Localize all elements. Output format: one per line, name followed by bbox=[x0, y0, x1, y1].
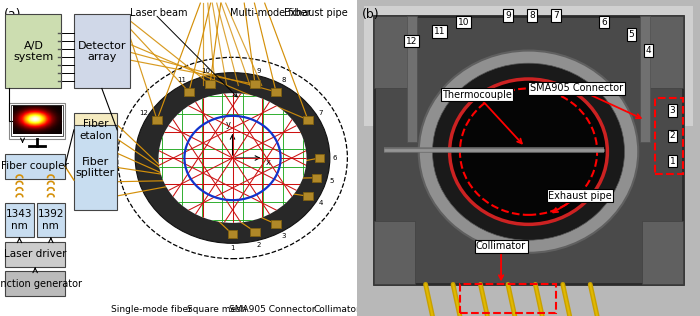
Text: 8: 8 bbox=[281, 77, 286, 83]
Text: Detector
array: Detector array bbox=[78, 40, 126, 62]
Bar bbox=[642, 16, 683, 88]
Circle shape bbox=[433, 63, 624, 240]
Bar bbox=[315, 154, 324, 162]
Bar bbox=[74, 14, 130, 88]
Text: 2: 2 bbox=[257, 241, 261, 247]
Text: 6: 6 bbox=[601, 18, 607, 27]
Text: Collimator: Collimator bbox=[476, 241, 526, 252]
Text: Thermocouple: Thermocouple bbox=[442, 90, 512, 100]
Bar bbox=[642, 221, 683, 284]
Text: 4: 4 bbox=[318, 200, 323, 206]
Text: Fiber
etalon: Fiber etalon bbox=[79, 119, 112, 141]
Text: 2: 2 bbox=[670, 131, 676, 140]
Bar bbox=[303, 192, 313, 200]
Circle shape bbox=[135, 73, 330, 243]
Bar bbox=[184, 88, 194, 96]
Text: Single-mode fiber: Single-mode fiber bbox=[111, 306, 192, 314]
Bar bbox=[251, 80, 260, 88]
Bar bbox=[374, 221, 415, 284]
Text: 3: 3 bbox=[281, 233, 286, 239]
Bar bbox=[251, 228, 260, 236]
Text: 1: 1 bbox=[230, 245, 235, 251]
Text: Laser beam: Laser beam bbox=[130, 8, 188, 18]
Text: 8: 8 bbox=[529, 11, 535, 20]
Text: 7: 7 bbox=[318, 110, 323, 116]
Bar bbox=[303, 116, 313, 124]
Circle shape bbox=[158, 93, 307, 223]
Bar bbox=[460, 284, 556, 313]
Bar bbox=[272, 220, 281, 228]
Circle shape bbox=[419, 51, 638, 253]
Bar bbox=[374, 16, 415, 88]
Text: 12: 12 bbox=[406, 37, 418, 46]
Text: A/D
system: A/D system bbox=[13, 40, 53, 62]
Text: Fiber coupler: Fiber coupler bbox=[1, 161, 69, 171]
Text: 11: 11 bbox=[433, 27, 445, 36]
Bar bbox=[153, 116, 162, 124]
Text: SMA905 Connector: SMA905 Connector bbox=[229, 306, 316, 314]
Text: Collimator: Collimator bbox=[314, 306, 360, 314]
Text: Exhaust pipe: Exhaust pipe bbox=[548, 191, 612, 201]
Text: 9: 9 bbox=[505, 11, 511, 20]
Text: Function generator: Function generator bbox=[0, 279, 82, 289]
Text: 1392
nm: 1392 nm bbox=[38, 209, 64, 231]
Bar bbox=[74, 113, 117, 147]
Text: 9: 9 bbox=[257, 69, 261, 75]
Text: Square mesh: Square mesh bbox=[186, 306, 246, 314]
Text: Multi-mode fiber: Multi-mode fiber bbox=[230, 8, 311, 18]
Bar bbox=[374, 16, 682, 284]
Text: Exhaust pipe: Exhaust pipe bbox=[284, 8, 347, 18]
Text: 7: 7 bbox=[553, 11, 559, 20]
Bar bbox=[655, 98, 683, 174]
Bar bbox=[312, 174, 321, 182]
Bar bbox=[10, 105, 63, 136]
Text: Fiber
splitter: Fiber splitter bbox=[76, 157, 116, 178]
Text: 5: 5 bbox=[629, 30, 634, 39]
Text: 10: 10 bbox=[202, 69, 211, 75]
Bar bbox=[272, 88, 281, 96]
Text: 1: 1 bbox=[670, 157, 676, 166]
Text: Laser driver: Laser driver bbox=[4, 249, 66, 259]
Text: y: y bbox=[225, 120, 231, 129]
Text: 10: 10 bbox=[458, 18, 469, 27]
Text: 11: 11 bbox=[177, 77, 186, 83]
Bar bbox=[6, 14, 62, 88]
Bar bbox=[9, 103, 65, 139]
Text: 5: 5 bbox=[329, 178, 333, 184]
Bar bbox=[6, 154, 65, 179]
Text: 1343
nm: 1343 nm bbox=[6, 209, 33, 231]
Text: (b): (b) bbox=[362, 8, 380, 21]
Text: SMA905 Connector: SMA905 Connector bbox=[530, 83, 623, 94]
Text: 12: 12 bbox=[139, 110, 148, 116]
Text: (a): (a) bbox=[4, 8, 22, 21]
Circle shape bbox=[449, 79, 608, 224]
Bar bbox=[228, 230, 237, 238]
Bar bbox=[37, 203, 65, 237]
Bar bbox=[364, 6, 693, 126]
Text: x: x bbox=[266, 158, 271, 167]
Bar bbox=[74, 125, 117, 210]
Bar bbox=[6, 203, 34, 237]
Bar bbox=[640, 16, 650, 142]
Text: 4: 4 bbox=[645, 46, 652, 55]
Bar bbox=[6, 242, 65, 267]
Bar bbox=[6, 271, 65, 296]
Bar bbox=[407, 16, 417, 142]
Bar bbox=[205, 80, 215, 88]
Text: 3: 3 bbox=[670, 106, 676, 115]
Text: 6: 6 bbox=[332, 155, 337, 161]
